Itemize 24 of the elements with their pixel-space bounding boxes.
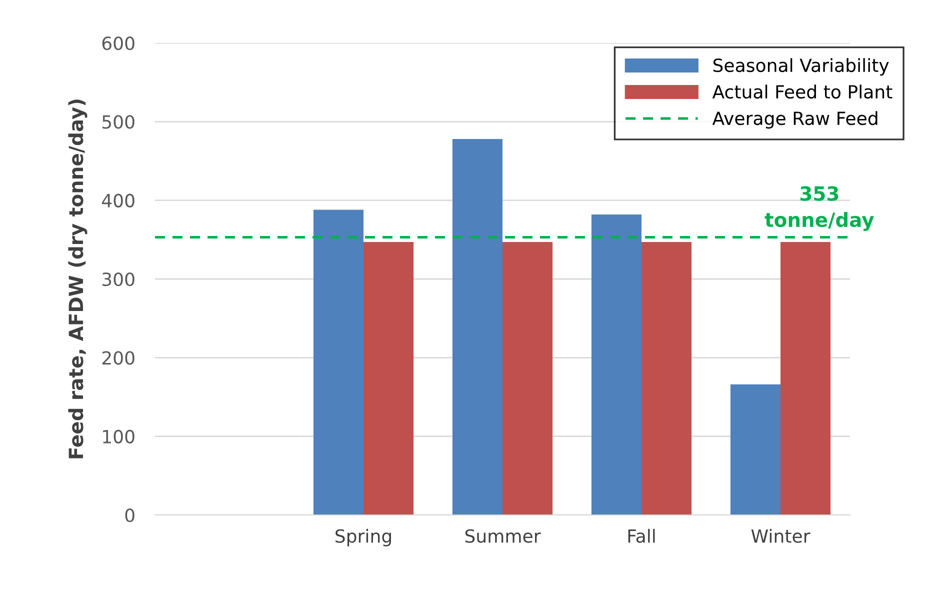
bar	[313, 210, 364, 515]
y-tick-label: 200	[102, 351, 134, 365]
bar	[364, 242, 414, 515]
x-tick-label: Fall	[628, 528, 655, 543]
bar	[642, 242, 692, 515]
y-tick-label: 100	[103, 430, 134, 444]
x-tick-label: Winter	[751, 528, 810, 543]
y-tick-label: 300	[102, 272, 134, 286]
legend-label: Seasonal Variability	[713, 58, 889, 76]
y-tick-label: 600	[102, 36, 134, 50]
bar	[452, 138, 502, 515]
legend-label: Actual Feed to Plant	[712, 84, 892, 99]
y-tick-label: 400	[102, 194, 134, 208]
bar	[730, 384, 780, 515]
annotation: 353 tonne/day	[764, 186, 874, 232]
y-tick-label: 500	[102, 115, 134, 129]
legend-label: Average Raw Feed	[712, 111, 878, 129]
bar	[502, 242, 553, 515]
y-axis-title: Feed rate, AFDW (dry tonne/day)	[68, 100, 88, 458]
y-tick-label: 0	[125, 508, 134, 522]
bar	[591, 214, 642, 515]
bar	[780, 242, 831, 515]
x-tick-label: Summer	[465, 529, 541, 543]
x-tick-label: Spring	[336, 528, 391, 546]
